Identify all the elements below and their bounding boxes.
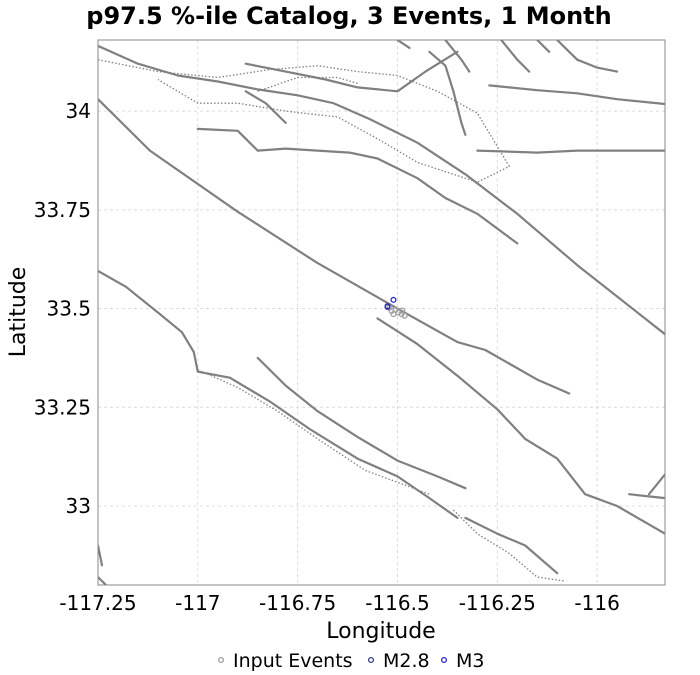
fault-trace-19 bbox=[196, 127, 519, 245]
fault-trace-6 bbox=[476, 149, 665, 154]
fault-trace-3 bbox=[98, 269, 459, 520]
fault-trace-13 bbox=[428, 50, 467, 136]
x-tick-label-0: -117.25 bbox=[59, 591, 136, 615]
y-axis-label: Latitude bbox=[6, 267, 31, 358]
fault-trace-9 bbox=[98, 575, 108, 585]
fault-trace-2 bbox=[376, 317, 665, 535]
fault-trace-14 bbox=[444, 40, 471, 73]
y-tick-labels: 33 33.25 33.5 33.75 34 bbox=[34, 99, 91, 518]
event-point-2-1 bbox=[384, 303, 391, 310]
fault-trace-12 bbox=[244, 50, 459, 93]
fault-trace-4 bbox=[256, 356, 467, 490]
legend-marker-0 bbox=[217, 656, 225, 664]
y-tick-label-4: 34 bbox=[66, 99, 91, 123]
fault-trace-7 bbox=[647, 473, 665, 496]
fault-trace-18 bbox=[536, 40, 551, 53]
fault-trace-dotted-3 bbox=[257, 76, 358, 92]
y-tick-label-3: 33.75 bbox=[34, 198, 91, 222]
event-point-0-7 bbox=[399, 307, 406, 314]
legend-marker-1 bbox=[367, 656, 375, 664]
x-tick-label-2: -116.75 bbox=[259, 591, 336, 615]
fault-trace-11 bbox=[98, 544, 104, 567]
plot-frame bbox=[97, 39, 666, 586]
fault-trace-5 bbox=[488, 84, 665, 106]
x-tick-label-1: -117 bbox=[175, 591, 220, 615]
y-tick-label-2: 33.5 bbox=[46, 297, 91, 321]
fault-lines bbox=[98, 40, 665, 585]
legend-marker-2 bbox=[440, 656, 448, 664]
x-tick-label-3: -116.5 bbox=[365, 591, 429, 615]
legend-label-2: M3 bbox=[456, 650, 484, 672]
chart-title: p97.5 %-ile Catalog, 3 Events, 1 Month bbox=[86, 2, 611, 30]
event-point-0-3 bbox=[390, 311, 397, 318]
fault-trace-10 bbox=[464, 516, 559, 575]
event-point-0-4 bbox=[398, 311, 405, 318]
y-tick-label-1: 33.25 bbox=[34, 395, 91, 419]
fault-trace-20 bbox=[244, 90, 287, 125]
legend-label-0: Input Events bbox=[233, 650, 353, 672]
x-tick-label-4: -116.25 bbox=[459, 591, 536, 615]
fault-trace-dotted-0 bbox=[98, 59, 511, 183]
fault-trace-1 bbox=[98, 98, 571, 395]
fault-trace-0 bbox=[98, 44, 665, 336]
y-tick-label-0: 33 bbox=[66, 494, 91, 518]
grid-lines bbox=[97, 40, 665, 585]
x-axis-label: Longitude bbox=[326, 619, 435, 644]
fault-trace-16 bbox=[556, 40, 619, 73]
fault-trace-dotted-2 bbox=[452, 509, 566, 582]
fault-trace-8 bbox=[627, 493, 665, 500]
x-tick-labels: -117.25 -117 -116.75 -116.5 -116.25 -116 bbox=[59, 591, 619, 615]
event-markers bbox=[384, 296, 408, 319]
legend-label-1: M2.8 bbox=[383, 650, 430, 672]
event-point-2-0 bbox=[390, 296, 397, 303]
event-point-0-5 bbox=[401, 312, 408, 319]
x-tick-label-5: -116 bbox=[574, 591, 619, 615]
fault-trace-17 bbox=[396, 40, 411, 50]
legend: Input Events M2.8 M3 bbox=[217, 650, 484, 672]
fault-trace-15 bbox=[500, 40, 531, 73]
